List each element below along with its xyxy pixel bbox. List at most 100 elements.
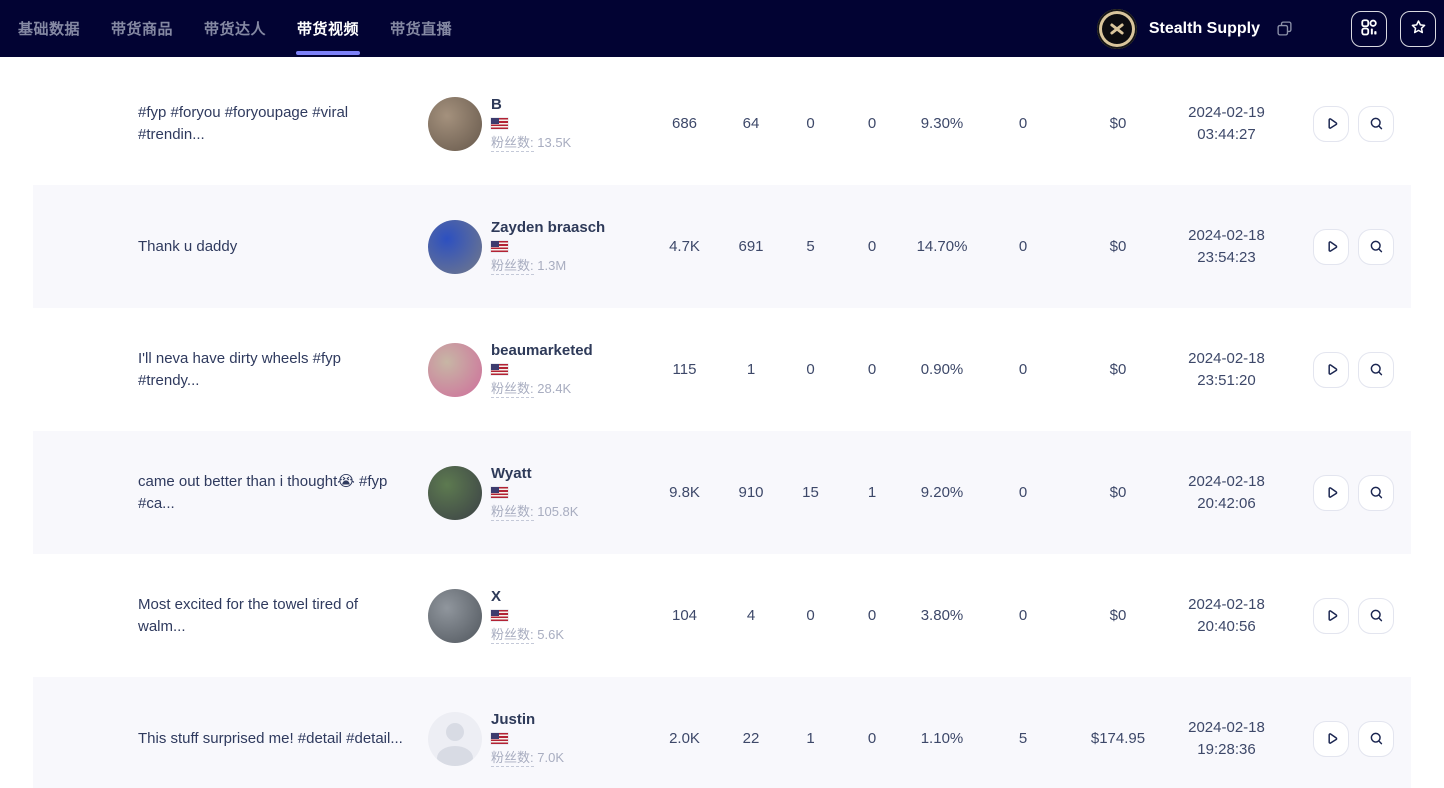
tab-creators[interactable]: 带货达人 — [204, 21, 267, 38]
comments-value: 0 — [806, 115, 815, 132]
creator-avatar[interactable] — [428, 342, 482, 397]
publish-date: 2024-02-18 — [1188, 718, 1265, 736]
row-actions — [1283, 474, 1411, 511]
sales-value: 0 — [1018, 607, 1028, 624]
creator-name[interactable]: B — [491, 96, 502, 113]
play-video-button[interactable] — [1313, 720, 1349, 757]
fans-label: 粉丝数: — [491, 627, 534, 644]
rate-value: 1.10% — [920, 730, 964, 747]
inspect-video-button[interactable] — [1358, 597, 1394, 634]
creator-name[interactable]: Justin — [491, 711, 536, 728]
comments-value: 1 — [806, 730, 815, 747]
rate-value: 9.30% — [920, 115, 964, 132]
creator-info: Justin 粉丝数: 7.0K — [491, 711, 564, 767]
search-icon — [1368, 484, 1385, 501]
creator-name[interactable]: Zayden braasch — [491, 219, 606, 236]
fans-value: 7.0K — [537, 750, 564, 765]
play-icon — [1323, 361, 1340, 378]
fans-label: 粉丝数: — [491, 258, 534, 275]
qr-grid-button[interactable] — [1351, 10, 1387, 47]
play-icon — [1323, 730, 1340, 747]
fans-value: 28.4K — [537, 381, 572, 396]
play-video-button[interactable] — [1313, 228, 1349, 265]
favorite-button[interactable] — [1400, 10, 1436, 47]
creator-avatar[interactable] — [428, 96, 482, 151]
video-title: I'll neva have dirty wheels #fyp #trendy… — [138, 349, 341, 389]
play-icon — [1323, 484, 1340, 501]
creator-avatar[interactable] — [428, 219, 482, 274]
video-title: This stuff surprised me! #detail #detail… — [138, 729, 403, 747]
revenue-value: $0 — [1109, 361, 1127, 378]
comments-value: 15 — [802, 484, 819, 501]
search-icon — [1368, 730, 1385, 747]
play-video-button[interactable] — [1313, 474, 1349, 511]
video-title: came out better than i thought😭 #fyp #ca… — [138, 472, 388, 512]
fans-count: 粉丝数: 5.6K — [491, 627, 564, 644]
fans-label: 粉丝数: — [491, 135, 534, 152]
fans-count: 粉丝数: 105.8K — [491, 504, 578, 521]
creator-cell: Zayden braasch 粉丝数: 1.3M — [418, 219, 648, 275]
us-flag-icon — [491, 241, 508, 252]
publish-datetime: 2024-02-18 20:42:06 — [1170, 471, 1283, 515]
us-flag-icon — [491, 118, 508, 129]
play-icon — [1323, 607, 1340, 624]
sales-value: 0 — [1018, 238, 1028, 255]
creator-cell: X 粉丝数: 5.6K — [418, 588, 648, 644]
publish-date: 2024-02-18 — [1188, 349, 1265, 367]
creator-info: Zayden braasch 粉丝数: 1.3M — [491, 219, 606, 275]
views-value: 9.8K — [669, 484, 700, 501]
brand-logo — [1096, 8, 1137, 49]
video-title-cell: Thank u daddy — [33, 236, 418, 258]
nav-right-section: Stealth Supply — [1096, 8, 1436, 49]
play-video-button[interactable] — [1313, 105, 1349, 142]
sales-value: 5 — [1018, 730, 1028, 747]
publish-datetime: 2024-02-18 19:28:36 — [1170, 717, 1283, 761]
fans-value: 1.3M — [537, 258, 567, 273]
row-actions — [1283, 105, 1411, 142]
inspect-video-button[interactable] — [1358, 720, 1394, 757]
videos-table: #fyp #foryou #foryoupage #viral #trendin… — [0, 57, 1444, 788]
shares-value: 0 — [867, 238, 877, 255]
tab-livestreams[interactable]: 带货直播 — [390, 21, 453, 38]
inspect-video-button[interactable] — [1358, 474, 1394, 511]
creator-name[interactable]: beaumarketed — [491, 342, 593, 359]
shares-value: 1 — [867, 484, 877, 501]
creator-avatar[interactable] — [428, 711, 482, 766]
publish-time: 23:54:23 — [1197, 248, 1256, 266]
inspect-video-button[interactable] — [1358, 105, 1394, 142]
inspect-video-button[interactable] — [1358, 351, 1394, 388]
tab-videos[interactable]: 带货视频 — [297, 0, 359, 57]
us-flag-icon — [491, 610, 508, 621]
likes-value: 22 — [742, 730, 760, 747]
fans-label: 粉丝数: — [491, 750, 534, 767]
publish-date: 2024-02-19 — [1188, 103, 1265, 121]
video-title-cell: Most excited for the towel tired of walm… — [33, 594, 418, 638]
video-title: Most excited for the towel tired of walm… — [138, 595, 359, 635]
creator-avatar[interactable] — [428, 588, 482, 643]
search-icon — [1368, 115, 1385, 132]
likes-value: 691 — [738, 238, 764, 255]
inspect-video-button[interactable] — [1358, 228, 1394, 265]
publish-date: 2024-02-18 — [1188, 226, 1265, 244]
likes-value: 910 — [738, 484, 764, 501]
tab-products[interactable]: 带货商品 — [111, 21, 174, 38]
revenue-value: $0 — [1109, 607, 1127, 624]
rate-value: 0.90% — [920, 361, 964, 378]
sales-value: 0 — [1018, 115, 1028, 132]
play-video-button[interactable] — [1313, 351, 1349, 388]
creator-avatar[interactable] — [428, 465, 482, 520]
top-navbar: 基础数据 带货商品 带货达人 带货视频 带货直播 Stealth Supply — [0, 0, 1444, 57]
video-title: #fyp #foryou #foryoupage #viral #trendin… — [138, 103, 349, 143]
creator-info: Wyatt 粉丝数: 105.8K — [491, 465, 578, 521]
creator-name[interactable]: X — [491, 588, 502, 605]
video-title-cell: came out better than i thought😭 #fyp #ca… — [33, 471, 418, 515]
fans-label: 粉丝数: — [491, 381, 534, 398]
us-flag-icon — [491, 733, 508, 744]
likes-value: 1 — [746, 361, 756, 378]
copy-icon[interactable] — [1274, 19, 1294, 39]
comments-value: 0 — [806, 361, 815, 378]
nav-tabs: 基础数据 带货商品 带货达人 带货视频 带货直播 — [18, 0, 483, 57]
play-video-button[interactable] — [1313, 597, 1349, 634]
creator-name[interactable]: Wyatt — [491, 465, 532, 482]
tab-basic-data[interactable]: 基础数据 — [18, 21, 81, 38]
